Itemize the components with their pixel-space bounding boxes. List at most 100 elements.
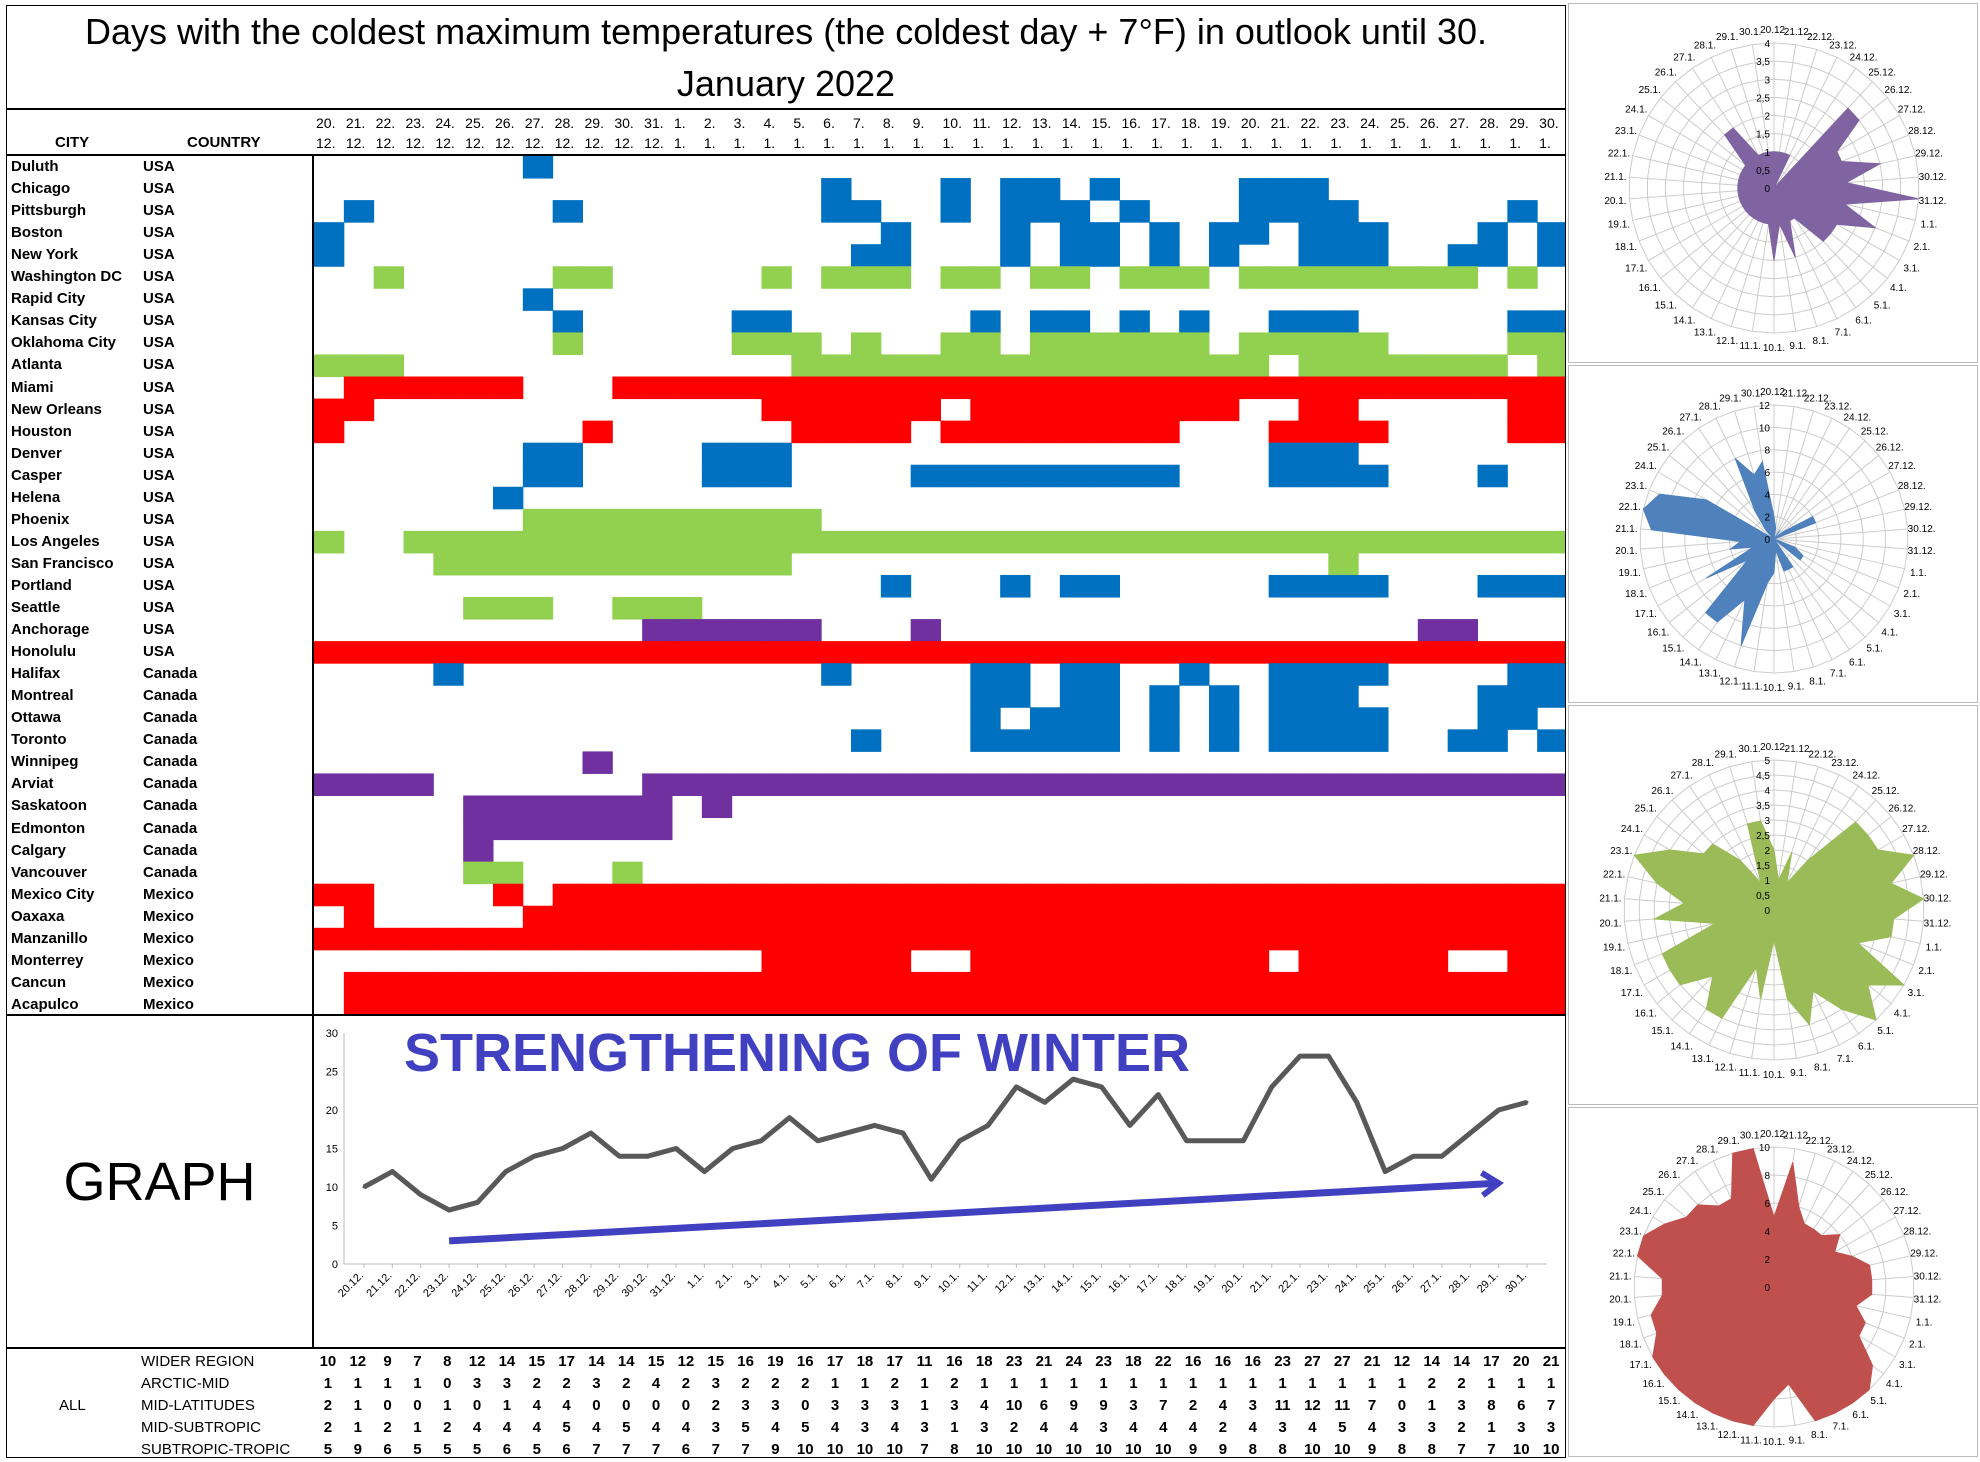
radar-date-label: 10.1. — [1763, 343, 1785, 354]
grid-cell — [940, 354, 971, 378]
grid-cell — [1209, 773, 1240, 796]
radar-date-label: 22.12. — [1804, 394, 1832, 405]
grid-cell — [851, 927, 882, 951]
grid-cell — [1059, 376, 1091, 400]
grid-cell — [821, 420, 852, 444]
grid-cell — [433, 663, 464, 686]
grid-cell — [552, 200, 583, 223]
grid-cell — [880, 222, 912, 245]
date-month-label: 12. — [376, 135, 395, 151]
date-month-label: 1. — [1539, 135, 1551, 151]
grid-cell — [612, 971, 643, 995]
grid-cell — [851, 729, 882, 752]
radar-date-label: 15.1. — [1655, 301, 1677, 312]
grid-cell — [1059, 773, 1091, 796]
grid-cell — [1477, 530, 1508, 554]
grid-cell — [1000, 376, 1031, 400]
grid-cell — [791, 993, 822, 1014]
count-value: 1 — [503, 1397, 511, 1414]
date-month-label: 1. — [1420, 135, 1432, 151]
grid-cell — [970, 530, 1001, 554]
grid-cell — [1298, 707, 1329, 730]
count-value: 1 — [980, 1375, 988, 1392]
grid-cell — [1089, 398, 1120, 422]
count-value: 7 — [741, 1441, 749, 1457]
radar-mid-subtropic: 00,511,522,533,544,5520.12.21.12.22.12.2… — [1568, 705, 1978, 1105]
grid-cell — [1268, 773, 1299, 796]
grid-cell — [731, 971, 762, 995]
grid-cell — [1089, 905, 1120, 929]
grid-cell — [1477, 729, 1508, 752]
grid-cell — [582, 641, 613, 664]
data-point — [447, 1208, 451, 1212]
grid-cell — [672, 993, 703, 1014]
data-point — [759, 1139, 763, 1143]
radar-date-label: 13.1. — [1692, 1054, 1714, 1065]
y-tick-label: 0 — [332, 1259, 338, 1271]
grid-cell — [1179, 971, 1210, 995]
grid-cell — [1000, 574, 1031, 598]
count-value: 11 — [917, 1353, 933, 1370]
radar-spoke — [1773, 406, 1795, 540]
count-value: 1 — [1487, 1375, 1495, 1392]
city-name: Pittsburgh — [11, 202, 86, 220]
grid-cell — [552, 795, 583, 819]
grid-cell — [1059, 663, 1091, 686]
country-name: USA — [143, 378, 175, 396]
radar-date-label: 20.12. — [1760, 25, 1788, 36]
radar-date-label: 26.1. — [1655, 67, 1677, 78]
count-value: 1 — [354, 1419, 362, 1436]
city-name: Seattle — [11, 599, 61, 617]
radar-date-label: 24.12. — [1850, 53, 1878, 64]
grid-cell — [403, 376, 434, 400]
grid-cell — [1089, 376, 1120, 400]
grid-cell — [1298, 244, 1329, 267]
city-name: Honolulu — [11, 643, 76, 661]
radar-date-label: 6.1. — [1849, 657, 1866, 668]
grid-cell — [1477, 222, 1508, 245]
grid-cell — [1507, 663, 1538, 686]
grid-cell — [522, 927, 554, 951]
grid-cell — [1507, 993, 1538, 1014]
grid-cell — [612, 641, 643, 664]
grid-cell — [433, 971, 464, 995]
data-point — [1298, 1054, 1302, 1058]
grid-cell — [1089, 222, 1120, 245]
grid-cell — [1358, 222, 1389, 245]
date-month-label: 1. — [1509, 135, 1521, 151]
count-value: 17 — [827, 1353, 844, 1370]
grid-cell — [642, 376, 673, 400]
radar-date-label: 29.1. — [1715, 749, 1737, 760]
city-name: Oklahoma City — [11, 334, 117, 352]
radar-date-label: 13.1. — [1699, 668, 1721, 679]
date-month-label: 1. — [823, 135, 835, 151]
grid-cell — [1537, 530, 1565, 554]
grid-cell — [1030, 641, 1061, 664]
count-value: 3 — [473, 1375, 481, 1392]
radar-spoke — [1773, 455, 1880, 540]
date-month-label: 1. — [1301, 135, 1313, 151]
grid-cell — [463, 861, 494, 885]
radar-date-label: 26.12. — [1888, 804, 1916, 815]
count-value: 4 — [1159, 1419, 1168, 1436]
city-name: Monterrey — [11, 951, 84, 969]
grid-cell — [940, 905, 971, 929]
grid-cell — [701, 927, 733, 951]
radar-date-label: 5.1. — [1874, 301, 1891, 312]
count-value: 14 — [618, 1353, 635, 1370]
radar-date-label: 8.1. — [1809, 676, 1826, 687]
date-month-label: 1. — [1032, 135, 1044, 151]
grid-cell — [1507, 883, 1538, 907]
radar-date-label: 30.1. — [1738, 744, 1760, 755]
country-name: Canada — [143, 841, 198, 859]
grid-cell — [1298, 574, 1329, 598]
radar-tick-label: 0 — [1764, 535, 1770, 546]
x-tick-label: 29.1. — [1475, 1270, 1501, 1296]
grid-cell — [612, 927, 643, 951]
grid-cell — [642, 883, 673, 907]
grid-cell — [1268, 200, 1299, 223]
grid-cell — [1417, 883, 1449, 907]
radar-tick-label: 1,5 — [1756, 130, 1770, 141]
grid-cell — [1268, 905, 1299, 929]
grid-cell — [1209, 530, 1240, 554]
